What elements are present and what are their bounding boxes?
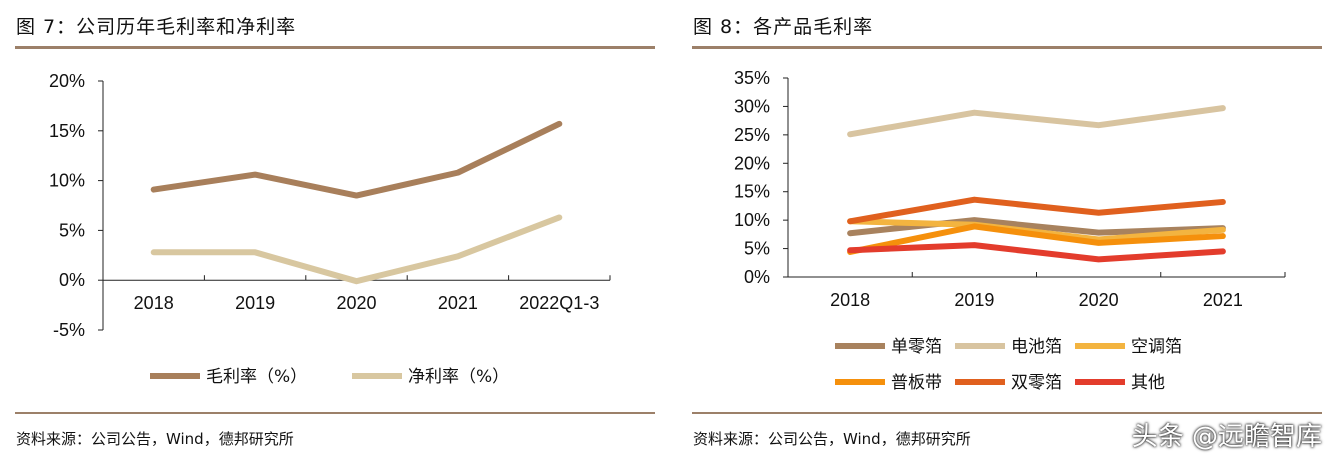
left-footer-rule bbox=[15, 412, 655, 414]
right-source: 资料来源：公司公告，Wind，德邦研究所 bbox=[693, 430, 971, 448]
legend-label: 电池箔 bbox=[1011, 337, 1062, 357]
x-tick-label: 2022Q1-3 bbox=[519, 293, 599, 313]
y-tick-label: 10% bbox=[49, 171, 85, 191]
x-tick-label: 2021 bbox=[438, 293, 478, 313]
x-tick-label: 2020 bbox=[1079, 290, 1119, 310]
x-tick-label: 2018 bbox=[134, 293, 174, 313]
y-tick-label: 25% bbox=[734, 125, 770, 145]
y-tick-label: 15% bbox=[49, 121, 85, 141]
x-tick-label: 2020 bbox=[336, 293, 376, 313]
left-title-rule bbox=[15, 46, 655, 49]
series-line-5 bbox=[847, 242, 1226, 263]
y-tick-label: 0% bbox=[59, 270, 85, 290]
series-line-0 bbox=[847, 217, 1226, 237]
y-tick-label: 15% bbox=[734, 182, 770, 202]
x-tick-label: 2021 bbox=[1203, 290, 1243, 310]
left-source: 资料来源：公司公告，Wind，德邦研究所 bbox=[16, 430, 294, 448]
y-tick-label: -5% bbox=[53, 320, 85, 340]
y-tick-label: 0% bbox=[744, 267, 770, 287]
legend-label: 净利率（%） bbox=[408, 367, 509, 387]
right-chart-title: 图 8：各产品毛利率 bbox=[693, 16, 874, 38]
y-tick-label: 20% bbox=[734, 153, 770, 173]
x-tick-label: 2019 bbox=[235, 293, 275, 313]
series-line-1 bbox=[847, 105, 1226, 138]
y-tick-label: 5% bbox=[59, 220, 85, 240]
x-tick-label: 2019 bbox=[954, 290, 994, 310]
legend-label: 双零箔 bbox=[1011, 373, 1062, 393]
legend-label: 其他 bbox=[1131, 373, 1165, 393]
series-line-1 bbox=[150, 214, 563, 285]
series-line-0 bbox=[150, 120, 563, 199]
left-chart-title: 图 7：公司历年毛利率和净利率 bbox=[16, 16, 297, 38]
y-tick-label: 10% bbox=[734, 210, 770, 230]
series-line-3 bbox=[847, 223, 1226, 255]
x-tick-label: 2018 bbox=[830, 290, 870, 310]
y-tick-label: 5% bbox=[744, 239, 770, 259]
series-line-4 bbox=[847, 196, 1226, 225]
y-tick-label: 20% bbox=[49, 71, 85, 91]
y-tick-label: 30% bbox=[734, 96, 770, 116]
legend-label: 普板带 bbox=[891, 373, 942, 393]
right-footer-rule bbox=[692, 412, 1322, 414]
legend-label: 毛利率（%） bbox=[206, 367, 307, 387]
y-tick-label: 35% bbox=[734, 68, 770, 88]
watermark: 头条 @远瞻智库 bbox=[1131, 422, 1322, 452]
legend-label: 单零箔 bbox=[891, 337, 942, 357]
legend-label: 空调箔 bbox=[1131, 337, 1182, 357]
right-title-rule bbox=[692, 46, 1322, 49]
